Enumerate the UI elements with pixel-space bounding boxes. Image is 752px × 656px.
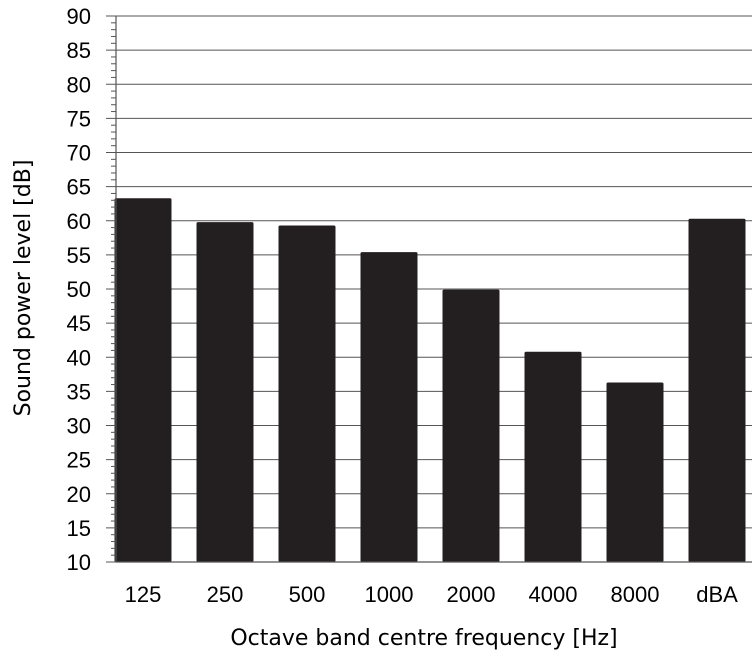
bar-125 (114, 198, 172, 563)
y-tick-label: 25 (67, 448, 91, 473)
y-tick-label: 90 (67, 4, 91, 29)
y-tick-label: 65 (67, 175, 91, 200)
bar-1000 (360, 252, 418, 562)
y-tick-label: 10 (67, 550, 91, 575)
bar-dBA (688, 218, 746, 562)
y-tick-labels: 10 15 20 25 30 35 40 45 50 55 60 65 70 75 80 85 90 (67, 4, 91, 575)
y-tick-label: 30 (67, 414, 91, 439)
y-tick-label: 20 (67, 482, 91, 507)
y-tick-label: 50 (67, 277, 91, 302)
y-tick-label: 35 (67, 379, 91, 404)
x-axis-title: Octave band centre frequency [Hz] (230, 626, 617, 651)
bar-2000 (442, 289, 500, 562)
x-tick-labels: 125 250 500 1000 2000 4000 8000 dBA (125, 582, 738, 607)
x-tick-label: 250 (207, 582, 244, 607)
y-tick-label: 75 (67, 106, 91, 131)
bar-8000 (606, 382, 664, 562)
bar-500 (278, 225, 336, 562)
y-tick-label: 40 (67, 345, 91, 370)
y-tick-label: 85 (67, 38, 91, 63)
x-tick-label: 8000 (611, 582, 660, 607)
y-axis-title: Sound power level [dB] (11, 160, 36, 417)
y-tick-label: 70 (67, 141, 91, 166)
x-tick-label: 2000 (447, 582, 496, 607)
x-tick-label: 4000 (529, 582, 578, 607)
x-tick-label: 125 (125, 582, 162, 607)
x-tick-label: dBA (696, 582, 738, 607)
y-tick-label: 15 (67, 516, 91, 541)
x-tick-label: 1000 (365, 582, 414, 607)
axes (106, 15, 752, 563)
y-tick-label: 80 (67, 72, 91, 97)
x-tick-label: 500 (289, 582, 326, 607)
bars (114, 198, 746, 563)
y-tick-label: 45 (67, 311, 91, 336)
bar-4000 (524, 351, 582, 562)
y-tick-label: 55 (67, 243, 91, 268)
bar-250 (196, 222, 254, 563)
y-tick-label: 60 (67, 209, 91, 234)
